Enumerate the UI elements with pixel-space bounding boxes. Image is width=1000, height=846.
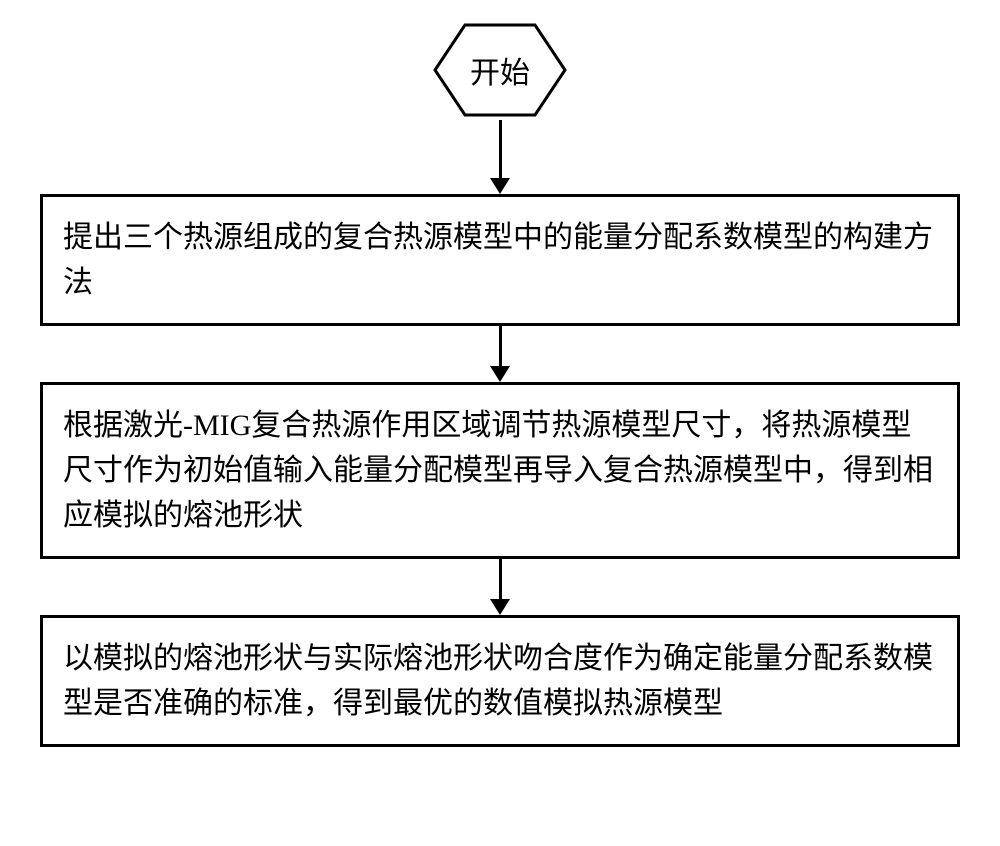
arrow-2	[490, 326, 510, 382]
arrow-3	[490, 559, 510, 615]
arrow-head-icon	[490, 599, 510, 615]
arrow-head-icon	[490, 366, 510, 382]
arrow-line	[499, 120, 502, 178]
arrow-line	[499, 326, 502, 366]
process-step-3: 以模拟的熔池形状与实际熔池形状吻合度作为确定能量分配系数模型是否准确的标准，得到…	[40, 615, 960, 747]
process-step-3-text: 以模拟的熔池形状与实际熔池形状吻合度作为确定能量分配系数模型是否准确的标准，得到…	[63, 642, 933, 720]
arrow-line	[499, 559, 502, 599]
process-step-1: 提出三个热源组成的复合热源模型中的能量分配系数模型的构建方法	[40, 194, 960, 326]
flowchart-container: 开始 提出三个热源组成的复合热源模型中的能量分配系数模型的构建方法 根据激光-M…	[0, 0, 1000, 747]
process-step-2: 根据激光-MIG复合热源作用区域调节热源模型尺寸，将热源模型尺寸作为初始值输入能…	[40, 382, 960, 559]
arrow-head-icon	[490, 178, 510, 194]
start-label: 开始	[470, 48, 530, 92]
start-node: 开始	[430, 20, 570, 120]
process-step-1-text: 提出三个热源组成的复合热源模型中的能量分配系数模型的构建方法	[63, 221, 933, 299]
arrow-1	[490, 120, 510, 194]
process-step-2-text: 根据激光-MIG复合热源作用区域调节热源模型尺寸，将热源模型尺寸作为初始值输入能…	[63, 409, 933, 532]
